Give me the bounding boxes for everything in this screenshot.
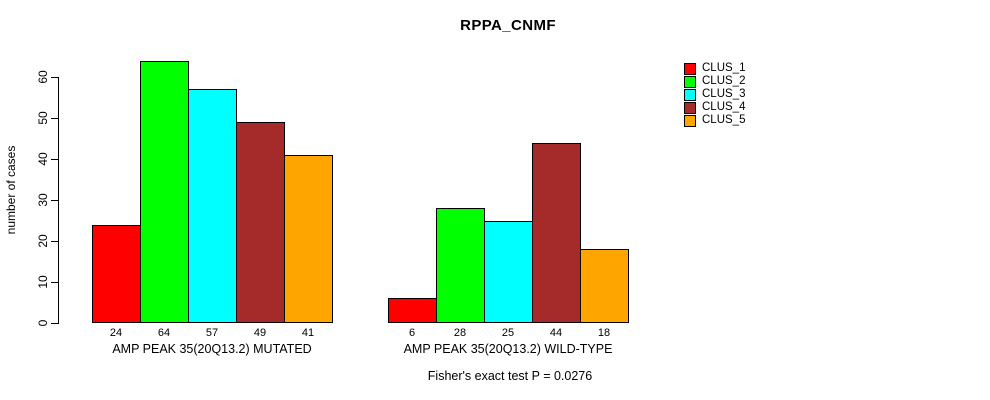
y-axis-tick: [51, 323, 58, 324]
bar-clus_4-group1: [236, 122, 285, 323]
y-axis-tick-label: 20: [36, 234, 50, 248]
legend-swatch-icon: [684, 114, 696, 127]
bar-clus_3-group1: [188, 89, 237, 323]
bar-clus_1-group2: [388, 298, 437, 323]
legend-item-clus_4: CLUS_4: [684, 101, 745, 114]
bar-clus_5-group2: [580, 249, 629, 323]
bar-clus_3-group2: [484, 221, 533, 323]
legend-label: CLUS_4: [702, 101, 746, 113]
bar-value-label: 25: [501, 327, 515, 339]
y-axis-tick: [51, 282, 58, 283]
group-axis-label: AMP PEAK 35(20Q13.2) MUTATED: [112, 342, 312, 356]
fisher-test-annotation: Fisher's exact test P = 0.0276: [427, 369, 593, 383]
bar-clus_2-group2: [436, 208, 485, 323]
y-axis-tick: [51, 118, 58, 119]
bar-value-label: 49: [253, 327, 267, 339]
legend-swatch-icon: [684, 62, 696, 75]
legend-item-clus_2: CLUS_2: [684, 75, 745, 88]
bar-clus_1-group1: [92, 225, 141, 323]
legend-swatch-icon: [684, 88, 696, 101]
bar-clus_5-group1: [284, 155, 333, 323]
y-axis-tick-label: 40: [36, 152, 50, 166]
bar-clus_2-group1: [140, 61, 189, 323]
y-axis-tick: [51, 159, 58, 160]
legend-item-clus_3: CLUS_3: [684, 88, 745, 101]
bar-value-label: 24: [109, 327, 123, 339]
bar-value-label: 28: [453, 327, 467, 339]
bar-value-label: 6: [408, 327, 416, 339]
y-axis-tick-label: 30: [36, 193, 50, 207]
y-axis-tick-label: 10: [36, 275, 50, 289]
bar-value-label: 44: [549, 327, 563, 339]
bar-value-label: 41: [301, 327, 315, 339]
legend-swatch-icon: [684, 75, 696, 88]
bar-value-label: 64: [157, 327, 171, 339]
y-axis-tick-label: 60: [36, 70, 50, 84]
legend-label: CLUS_3: [702, 88, 746, 100]
legend-label: CLUS_1: [702, 62, 746, 74]
y-axis-line: [58, 77, 59, 324]
y-axis-tick: [51, 241, 58, 242]
legend: CLUS_1 CLUS_2 CLUS_3 CLUS_4 CLUS_5: [684, 62, 745, 127]
legend-item-clus_5: CLUS_5: [684, 114, 745, 127]
bar-value-label: 18: [597, 327, 611, 339]
legend-item-clus_1: CLUS_1: [684, 62, 745, 75]
y-axis-label: number of cases: [4, 145, 18, 235]
chart-title: RPPA_CNMF: [460, 17, 556, 34]
y-axis-tick: [51, 200, 58, 201]
bar-value-label: 57: [205, 327, 219, 339]
y-axis-tick-label: 0: [36, 319, 50, 327]
legend-label: CLUS_2: [702, 75, 746, 87]
legend-label: CLUS_5: [702, 114, 746, 126]
bar-clus_4-group2: [532, 143, 581, 323]
legend-swatch-icon: [684, 101, 696, 114]
y-axis-tick-label: 50: [36, 111, 50, 125]
group-axis-label: AMP PEAK 35(20Q13.2) WILD-TYPE: [403, 342, 613, 356]
y-axis-tick: [51, 77, 58, 78]
